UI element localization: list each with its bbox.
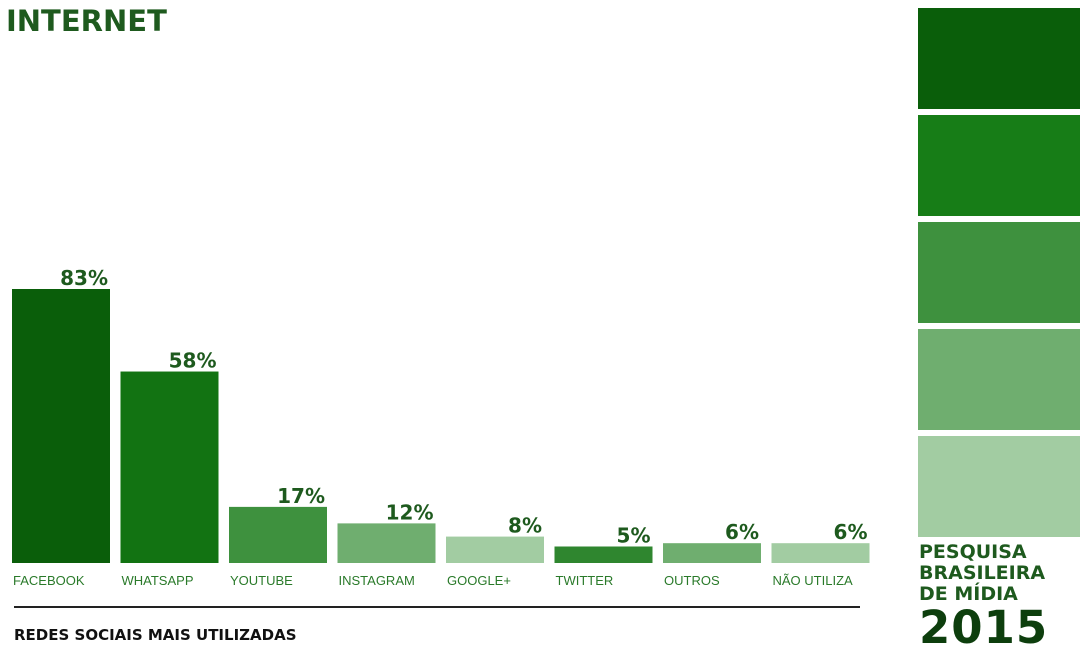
- value-label: 17%: [277, 484, 325, 508]
- bar-google-: [446, 536, 544, 563]
- bar-outros: [663, 543, 761, 563]
- bar-whatsapp: [120, 371, 219, 563]
- category-label: OUTROS: [664, 573, 720, 588]
- category-label: INSTAGRAM: [339, 573, 415, 588]
- category-label: FACEBOOK: [13, 573, 85, 588]
- stripe-4: [918, 329, 1080, 430]
- bar-facebook: [12, 289, 110, 563]
- category-label: NÃO UTILIZA: [773, 573, 854, 588]
- bar-chart: 83% FACEBOOK 58% WHATSAPP 17% YOUTUBE 12% INSTA…: [12, 266, 870, 588]
- category-label: WHATSAPP: [122, 573, 194, 588]
- value-label: 58%: [169, 349, 217, 373]
- brand-block: PESQUISA BRASILEIRA DE MÍDIA 2015: [919, 542, 1048, 651]
- category-label: YOUTUBE: [230, 573, 293, 588]
- brand-year: 2015: [919, 601, 1049, 654]
- stripe-5: [918, 436, 1080, 537]
- baseline-rule: [14, 606, 860, 608]
- bar-youtube: [229, 506, 327, 563]
- category-label: TWITTER: [556, 573, 614, 588]
- value-label: 6%: [834, 520, 868, 544]
- stripe-2: [918, 115, 1080, 216]
- brand-line-2: BRASILEIRA: [919, 562, 1046, 584]
- stripe-3: [918, 222, 1080, 323]
- bar-twitter: [554, 546, 653, 563]
- value-label: 5%: [617, 523, 651, 547]
- color-stripes: [918, 8, 1080, 543]
- stripe-1: [918, 8, 1080, 109]
- value-label: 83%: [60, 266, 108, 290]
- brand-line-3: DE MÍDIA: [919, 583, 1018, 605]
- category-label: GOOGLE+: [447, 573, 511, 588]
- value-label: 8%: [508, 514, 542, 538]
- chart-title: INTERNET: [6, 4, 167, 38]
- value-label: 6%: [725, 520, 759, 544]
- bar-n-o-utiliza: [771, 543, 870, 563]
- chart-caption: REDES SOCIAIS MAIS UTILIZADAS: [14, 626, 297, 644]
- bar-instagram: [337, 523, 436, 563]
- brand-line-1: PESQUISA: [919, 541, 1027, 563]
- value-label: 12%: [386, 500, 434, 524]
